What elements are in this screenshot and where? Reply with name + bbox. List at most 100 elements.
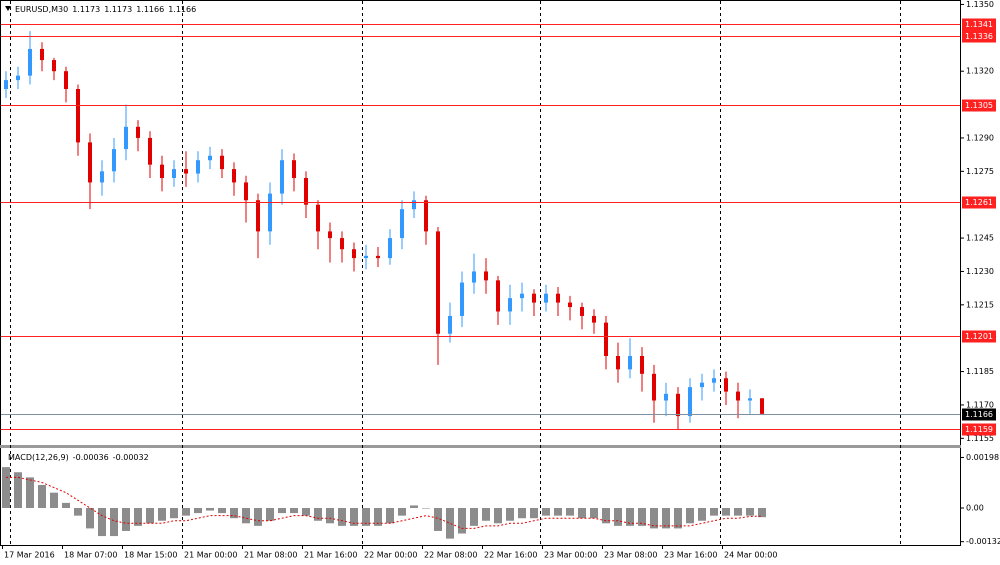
candle-body — [472, 271, 476, 283]
current-price-label: 1.1166 — [965, 410, 993, 419]
histogram-bar — [386, 507, 394, 524]
header-value: -0.00032 — [113, 453, 149, 462]
y-tick-label: -0.00132 — [966, 537, 1000, 546]
candle-body — [532, 293, 536, 303]
histogram-bar — [374, 507, 382, 526]
candle-body — [172, 169, 176, 178]
candle-body — [88, 142, 92, 183]
symbol: EURUSD,M30 — [15, 5, 68, 14]
header-value: 1.1173 — [72, 5, 100, 14]
histogram-bar — [266, 507, 274, 521]
candle-body — [724, 378, 728, 392]
panel-separator — [0, 445, 961, 448]
histogram-bar — [662, 507, 670, 529]
candle-body — [640, 356, 644, 374]
level-label-box — [962, 330, 996, 343]
level-label: 1.1261 — [965, 198, 993, 207]
level-label: 1.1159 — [965, 425, 993, 434]
x-tick-label: 22 Mar 16:00 — [484, 551, 537, 560]
histogram-bar — [278, 507, 286, 514]
histogram-bar — [710, 507, 718, 516]
histogram-bar — [446, 507, 454, 539]
candle-body — [544, 293, 548, 303]
candle-body — [616, 356, 620, 370]
histogram-bar — [338, 507, 346, 526]
y-tick-label: 1.1230 — [966, 267, 994, 276]
histogram-bar — [182, 507, 190, 516]
histogram-bar — [722, 507, 730, 516]
histogram-bar — [350, 507, 358, 526]
candle-body — [568, 302, 572, 308]
level-label-box — [962, 423, 996, 436]
histogram-bar — [62, 502, 70, 508]
candle-body — [124, 126, 128, 150]
candle-body — [376, 255, 380, 259]
histogram-bar — [482, 507, 490, 521]
histogram-bar — [602, 507, 610, 524]
candle-body — [148, 137, 152, 165]
histogram-bar — [698, 507, 706, 521]
frame — [0, 0, 961, 546]
histogram-bar — [638, 507, 646, 526]
histogram-bar — [758, 507, 766, 518]
histogram-bar — [26, 477, 34, 508]
histogram-bar — [110, 507, 118, 537]
header-value: 1.1173 — [104, 5, 132, 14]
candle-body — [580, 307, 584, 316]
candle-body — [700, 382, 704, 388]
histogram-bar — [302, 507, 310, 516]
candle-body — [316, 204, 320, 232]
candle-body — [352, 249, 356, 259]
x-tick-label: 23 Mar 08:00 — [604, 551, 657, 560]
histogram-bar — [290, 507, 298, 514]
histogram-bar — [206, 507, 214, 511]
histogram-bar — [674, 507, 682, 529]
x-tick-label: 18 Mar 15:00 — [124, 551, 177, 560]
candle-body — [64, 71, 68, 89]
histogram-bar — [614, 507, 622, 526]
histogram-bar — [554, 507, 562, 516]
histogram-bar — [398, 507, 406, 516]
candle-body — [676, 393, 680, 417]
candle-body — [604, 322, 608, 356]
candle-body — [448, 315, 452, 334]
histogram-bar — [626, 507, 634, 526]
histogram-bar — [458, 507, 466, 534]
candle-body — [400, 209, 404, 239]
histogram-bar — [362, 507, 370, 526]
histogram-bar — [422, 507, 430, 509]
histogram-bar — [218, 507, 226, 514]
histogram-bar — [734, 507, 742, 516]
candle-body — [556, 293, 560, 303]
candle-body — [136, 126, 140, 138]
candle-body — [76, 89, 80, 143]
level-label: 1.1336 — [965, 32, 993, 41]
histogram-bar — [50, 492, 58, 508]
menu-arrow[interactable] — [5, 6, 11, 11]
candle-body — [388, 238, 392, 259]
histogram-bar — [566, 507, 574, 516]
x-tick-label: 17 Mar 2016 — [4, 551, 55, 560]
x-tick-label: 23 Mar 00:00 — [544, 551, 597, 560]
y-tick-label: 1.1185 — [966, 367, 994, 376]
candle-body — [220, 155, 224, 170]
candle-body — [208, 155, 212, 161]
level-label-box — [962, 18, 996, 31]
candle-body — [232, 169, 236, 183]
y-tick-label: 0.00 — [966, 503, 984, 512]
histogram-bar — [2, 467, 10, 508]
candle-body — [424, 200, 428, 232]
histogram-bar — [38, 485, 46, 508]
histogram-bar — [230, 507, 238, 519]
y-tick-label: 1.1275 — [966, 167, 994, 176]
candle-body — [748, 398, 752, 401]
indicator-name: MACD(12,26,9) — [8, 453, 69, 462]
candle-body — [688, 387, 692, 417]
candle-body — [736, 391, 740, 401]
candle-body — [268, 193, 272, 232]
candle-body — [364, 255, 368, 259]
histogram-bar — [578, 507, 586, 519]
candle-body — [52, 60, 56, 72]
candle-body — [244, 182, 248, 201]
histogram-bar — [146, 507, 154, 524]
